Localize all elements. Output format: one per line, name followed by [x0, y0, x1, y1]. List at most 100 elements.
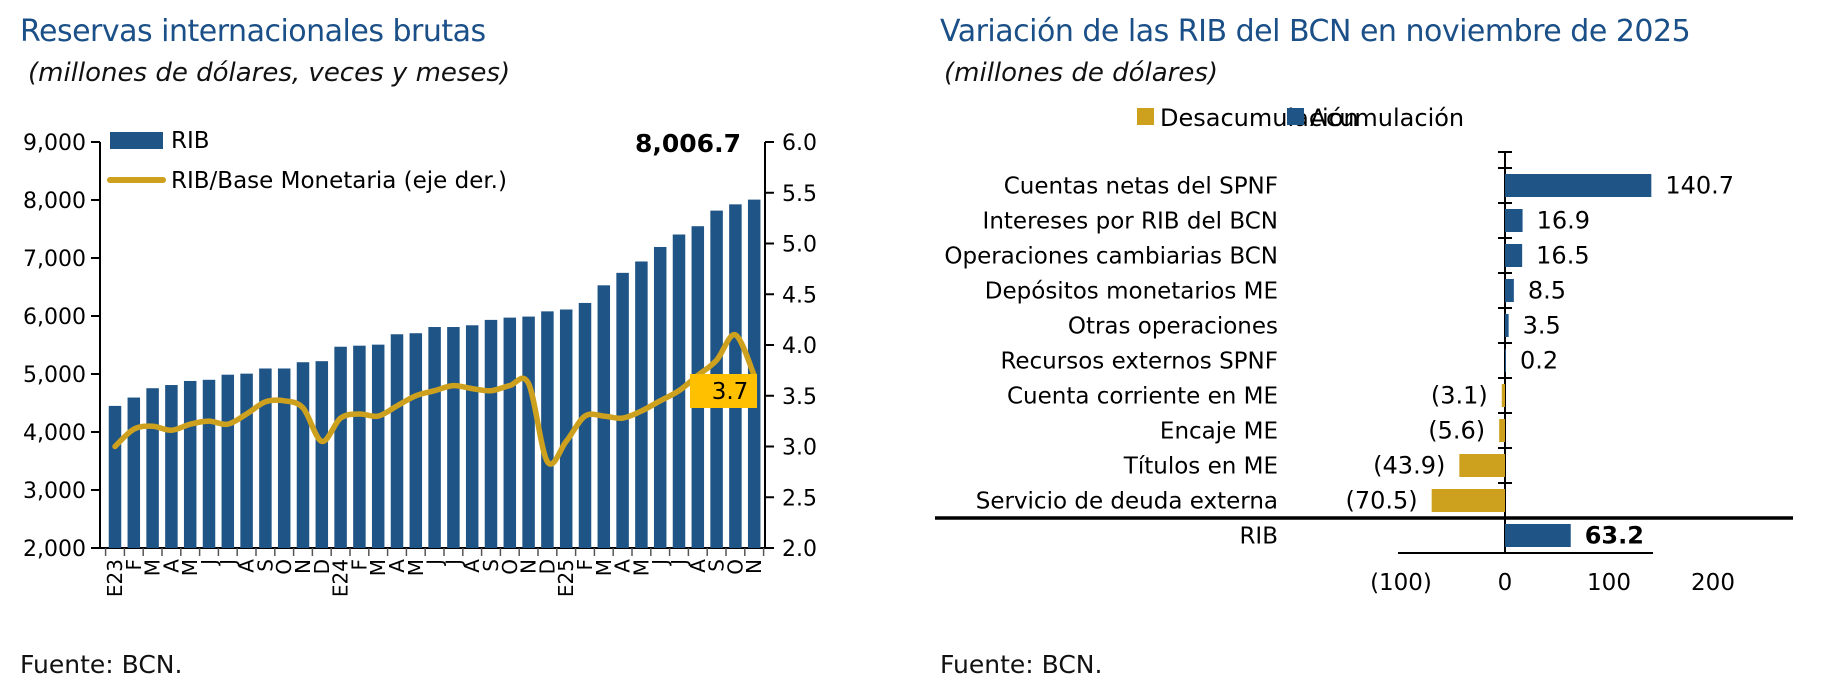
rib-bar [541, 311, 554, 548]
month-label: N [291, 559, 315, 574]
month-label: D [310, 559, 334, 574]
left-axis-label: 2,000 [23, 537, 86, 562]
month-label: J [197, 559, 221, 567]
rib-bar [183, 380, 197, 548]
right-axis-label: 5.0 [782, 233, 817, 258]
category-label: Títulos en ME [1123, 454, 1278, 480]
line-value-box [690, 374, 757, 408]
month-label: A [611, 559, 635, 573]
month-label: D [535, 559, 559, 574]
accumulation-bar [1505, 314, 1509, 337]
rib-bar [578, 302, 592, 548]
rib-bar [484, 319, 498, 548]
left-axis-label: 9,000 [23, 131, 86, 156]
right-axis-label: 6.0 [782, 131, 817, 156]
month-label: S [253, 559, 277, 572]
x-tick-label: 100 [1587, 570, 1631, 596]
legend-acumulacion-swatch [1287, 108, 1304, 125]
right-axis-label: 2.5 [782, 486, 817, 511]
month-label: F [573, 559, 597, 571]
deaccumulation-bar [1499, 419, 1505, 442]
rib-bar [259, 368, 272, 548]
rib-bar [240, 373, 253, 548]
left-chart-title: Reservas internacionales brutas [20, 14, 486, 49]
legend-rib-swatch [110, 132, 163, 149]
value-label: 140.7 [1665, 172, 1734, 200]
rib-bar [653, 246, 667, 549]
month-label: A [159, 559, 183, 573]
month-label: N [742, 559, 766, 574]
left-chart-subtitle: (millones de dólares, veces y meses) [28, 58, 511, 88]
rib-bar [447, 327, 460, 548]
category-label: Encaje ME [1160, 419, 1278, 445]
value-label: 0.2 [1520, 347, 1558, 375]
value-label: (70.5) [1346, 487, 1418, 515]
accumulation-bar [1505, 209, 1523, 232]
right-chart-subtitle: (millones de dólares) [944, 58, 1219, 88]
deaccumulation-bar [1431, 489, 1505, 512]
accumulation-bar [1505, 244, 1523, 267]
accumulation-bar [1505, 279, 1514, 302]
left-axis-label: 5,000 [23, 363, 86, 388]
right-axis-label: 3.0 [782, 436, 817, 461]
category-label: Otras operaciones [1068, 314, 1278, 340]
category-label: Recursos externos SPNF [1000, 349, 1278, 375]
line-value-label: 3.7 [712, 379, 749, 405]
legend-desacumulacion-swatch [1137, 108, 1154, 125]
month-label: M [629, 559, 653, 576]
month-label: J [441, 559, 465, 567]
rib-bar [371, 344, 385, 548]
month-label: M [178, 559, 202, 576]
month-label: J [216, 559, 240, 567]
accumulation-bar [1505, 174, 1652, 197]
month-label: J [648, 559, 672, 567]
accumulation-bar [1505, 349, 1506, 372]
month-label: A [385, 559, 409, 573]
month-label: M [366, 559, 390, 576]
rib-bar [202, 379, 216, 548]
month-label: A [686, 559, 710, 573]
value-label: 16.5 [1536, 242, 1589, 270]
rib-bar [465, 325, 479, 548]
month-label: M [592, 559, 616, 576]
x-tick-label: 200 [1691, 570, 1735, 596]
rib-bar [559, 309, 573, 548]
rib-bar [221, 374, 235, 548]
month-label: S [479, 559, 503, 572]
deaccumulation-bar [1459, 454, 1505, 477]
legend-rib-label: RIB [171, 128, 210, 154]
right-chart-source: Fuente: BCN. [940, 650, 1103, 679]
rib-bar [315, 361, 329, 548]
left-axis-label: 3,000 [23, 479, 86, 504]
right-chart-title: Variación de las RIB del BCN en noviembr… [940, 14, 1691, 49]
month-label: M [404, 559, 428, 576]
right-axis-label: 2.0 [782, 537, 817, 562]
category-label: RIB [1239, 524, 1278, 550]
month-label: J [667, 559, 691, 567]
right-axis-label: 4.0 [782, 334, 817, 359]
deaccumulation-bar [1501, 384, 1505, 407]
rib-bar [277, 368, 291, 548]
value-label: 8.5 [1528, 277, 1566, 305]
ratio-line [112, 332, 757, 467]
left-axis-label: 4,000 [23, 421, 86, 446]
category-label: Intereses por RIB del BCN [983, 209, 1278, 235]
legend-ratio-label: RIB/Base Monetaria (eje der.) [171, 168, 507, 194]
legend-desacumulacion-label: Desacumulación [1160, 104, 1359, 132]
category-label: Cuentas netas del SPNF [1004, 174, 1278, 200]
left-axis-label: 7,000 [23, 247, 86, 272]
right-axis-label: 3.5 [782, 385, 817, 410]
last-bar-value-label: 8,006.7 [635, 129, 741, 158]
rib-bar [296, 362, 310, 548]
category-label: Cuenta corriente en ME [1007, 384, 1278, 410]
value-label: (5.6) [1428, 417, 1485, 445]
value-label: 16.9 [1537, 207, 1590, 235]
rib-bar [390, 334, 404, 548]
rib-bar [127, 397, 141, 548]
rib-bar [108, 405, 122, 548]
value-label: 3.5 [1523, 312, 1561, 340]
value-label: 63.2 [1585, 522, 1644, 550]
rib-bar [522, 316, 535, 548]
month-label: F [347, 559, 371, 571]
